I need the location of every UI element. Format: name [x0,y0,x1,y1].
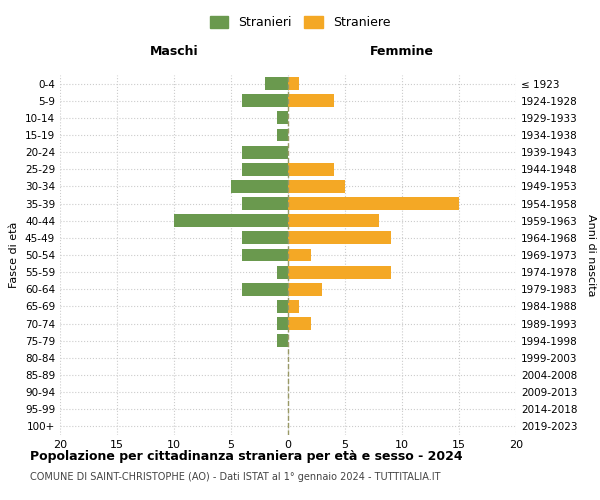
Y-axis label: Anni di nascita: Anni di nascita [586,214,596,296]
Bar [288,283,322,296]
Bar [288,248,311,262]
Bar [231,180,288,193]
Bar [265,77,288,90]
Bar [277,112,288,124]
Bar [242,146,288,158]
Y-axis label: Fasce di età: Fasce di età [10,222,19,288]
Bar [277,300,288,313]
Bar [288,300,299,313]
Bar [277,317,288,330]
Text: COMUNE DI SAINT-CHRISTOPHE (AO) - Dati ISTAT al 1° gennaio 2024 - TUTTITALIA.IT: COMUNE DI SAINT-CHRISTOPHE (AO) - Dati I… [30,472,440,482]
Bar [242,232,288,244]
Text: Femmine: Femmine [370,45,434,58]
Bar [277,128,288,141]
Bar [288,266,391,278]
Bar [288,197,459,210]
Bar [288,94,334,107]
Bar [242,94,288,107]
Text: Popolazione per cittadinanza straniera per età e sesso - 2024: Popolazione per cittadinanza straniera p… [30,450,463,463]
Bar [288,232,391,244]
Bar [277,266,288,278]
Bar [288,77,299,90]
Bar [242,248,288,262]
Bar [288,163,334,175]
Bar [174,214,288,227]
Bar [242,163,288,175]
Bar [288,317,311,330]
Bar [288,180,345,193]
Bar [288,214,379,227]
Bar [242,283,288,296]
Bar [242,197,288,210]
Text: Maschi: Maschi [149,45,199,58]
Bar [277,334,288,347]
Legend: Stranieri, Straniere: Stranieri, Straniere [205,11,395,34]
